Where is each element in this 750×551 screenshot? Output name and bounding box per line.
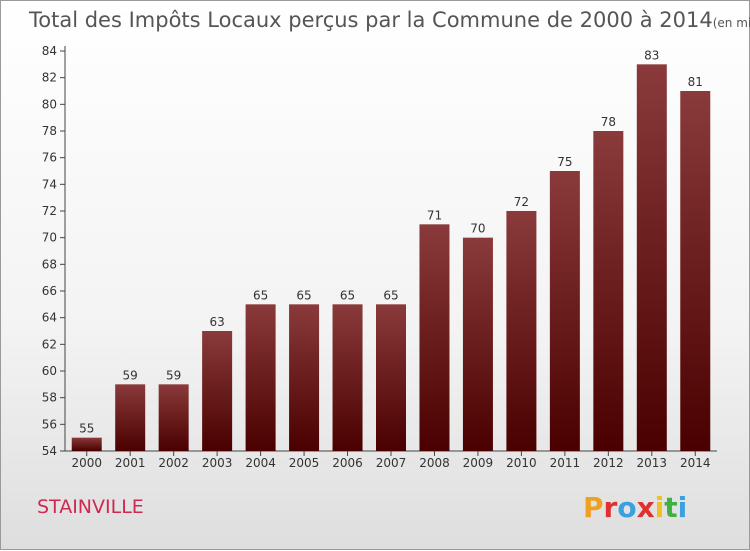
value-label-2014: 81 bbox=[688, 75, 703, 89]
x-tick-label: 2008 bbox=[419, 456, 450, 470]
logo-letter: r bbox=[604, 491, 618, 524]
value-label-2011: 75 bbox=[557, 155, 572, 169]
bar-2002 bbox=[158, 384, 189, 451]
x-tick-label: 2013 bbox=[637, 456, 668, 470]
value-label-2004: 65 bbox=[253, 288, 268, 302]
y-tick-label: 70 bbox=[42, 231, 57, 245]
value-label-2008: 71 bbox=[427, 208, 442, 222]
x-tick-label: 2009 bbox=[463, 456, 494, 470]
value-label-2002: 59 bbox=[166, 368, 181, 382]
y-tick-label: 84 bbox=[42, 44, 57, 58]
y-tick-label: 60 bbox=[42, 364, 57, 378]
proxiti-logo: Proxiti bbox=[583, 491, 687, 524]
value-label-2012: 78 bbox=[601, 115, 616, 129]
x-tick-label: 2000 bbox=[71, 456, 102, 470]
bar-2012 bbox=[593, 131, 624, 451]
bar-2011 bbox=[549, 171, 580, 451]
value-label-2006: 65 bbox=[340, 288, 355, 302]
logo-letter: t bbox=[664, 491, 677, 524]
logo-letter: P bbox=[583, 491, 604, 524]
bar-2007 bbox=[376, 304, 406, 451]
bars: 55 59 59 63 65 65 65 65 71 70 72 75 78 83 81 bbox=[71, 48, 711, 452]
y-tick-label: 68 bbox=[42, 257, 57, 271]
y-tick-label: 78 bbox=[42, 124, 57, 138]
bar-2003 bbox=[202, 331, 233, 451]
value-label-2009: 70 bbox=[470, 222, 485, 236]
chart-title-unit: (en milliers d'€) bbox=[713, 16, 750, 30]
bar-2014 bbox=[680, 91, 711, 451]
chart-title-main: Total des Impôts Locaux perçus par la Co… bbox=[28, 8, 713, 32]
x-tick-label: 2011 bbox=[550, 456, 581, 470]
y-tick-label: 76 bbox=[42, 151, 57, 165]
value-label-2005: 65 bbox=[296, 288, 311, 302]
value-label-2007: 65 bbox=[383, 288, 398, 302]
value-label-2001: 59 bbox=[123, 368, 138, 382]
y-tick-label: 66 bbox=[42, 284, 57, 298]
y-tick-label: 82 bbox=[42, 71, 57, 85]
logo-letter: i bbox=[678, 491, 688, 524]
logo-letter: o bbox=[617, 491, 636, 524]
x-axis-ticks: 2000 2001 2002 2003 2004 2005 2006 2007 2008 2009… bbox=[71, 451, 711, 470]
x-tick-label: 2001 bbox=[115, 456, 146, 470]
y-tick-label: 56 bbox=[42, 417, 57, 431]
bar-2004 bbox=[245, 304, 276, 451]
bar-2008 bbox=[419, 224, 450, 451]
x-tick-label: 2006 bbox=[332, 456, 363, 470]
bar-2001 bbox=[115, 384, 146, 451]
x-tick-label: 2005 bbox=[289, 456, 320, 470]
value-label-2000: 55 bbox=[79, 422, 94, 436]
y-tick-label: 58 bbox=[42, 391, 57, 405]
y-tick-label: 80 bbox=[42, 97, 57, 111]
bar-2005 bbox=[289, 304, 320, 451]
y-tick-label: 62 bbox=[42, 337, 57, 351]
chart-title: Total des Impôts Locaux perçus par la Co… bbox=[28, 8, 750, 32]
y-axis-ticks: 54 56 58 60 62 64 66 68 70 72 74 76 78 80 82 84 bbox=[42, 44, 65, 458]
bar-2010 bbox=[506, 211, 537, 451]
bar-2000 bbox=[71, 437, 102, 451]
y-tick-label: 72 bbox=[42, 204, 57, 218]
commune-name: STAINVILLE bbox=[37, 496, 144, 518]
x-tick-label: 2010 bbox=[506, 456, 537, 470]
bar-2013 bbox=[636, 64, 667, 452]
x-tick-label: 2014 bbox=[680, 456, 711, 470]
logo-letter: i bbox=[655, 491, 665, 524]
x-tick-label: 2003 bbox=[202, 456, 233, 470]
x-tick-label: 2004 bbox=[245, 456, 276, 470]
value-label-2010: 72 bbox=[514, 195, 529, 209]
y-tick-label: 74 bbox=[42, 177, 57, 191]
x-tick-label: 2002 bbox=[158, 456, 189, 470]
logo-letter: x bbox=[637, 491, 655, 524]
y-tick-label: 64 bbox=[42, 311, 57, 325]
x-tick-label: 2007 bbox=[376, 456, 407, 470]
bar-2009 bbox=[462, 237, 493, 451]
bar-2006 bbox=[332, 304, 363, 451]
value-label-2013: 83 bbox=[644, 48, 659, 62]
y-tick-label: 54 bbox=[42, 444, 57, 458]
value-label-2003: 63 bbox=[209, 315, 224, 329]
x-tick-label: 2012 bbox=[593, 456, 624, 470]
